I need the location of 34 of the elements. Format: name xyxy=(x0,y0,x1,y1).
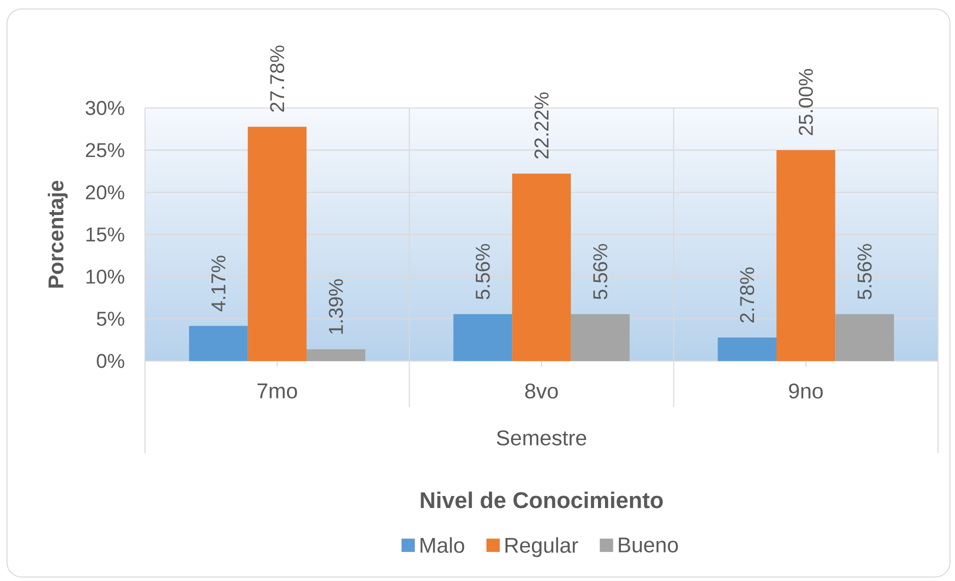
bar xyxy=(718,338,776,361)
data-label: 5.56% xyxy=(476,244,490,300)
data-label: 2.78% xyxy=(740,268,754,323)
x-tick-label: 7mo xyxy=(258,384,298,398)
bar xyxy=(453,314,512,361)
data-label: 1.39% xyxy=(328,279,343,334)
bar xyxy=(248,126,307,361)
x-tick-label: 8vo xyxy=(525,383,558,399)
legend-title: Nivel de Conocimiento xyxy=(420,492,663,508)
y-axis-title: Porcentaje xyxy=(48,180,68,288)
y-tick-label: 20% xyxy=(86,185,124,200)
y-tick-label: 10% xyxy=(86,270,124,284)
y-tick-label: 25% xyxy=(86,143,124,158)
data-label: 25.00% xyxy=(798,69,813,136)
bar xyxy=(570,314,630,361)
data-label: 5.56% xyxy=(858,244,872,300)
y-tick-label: 30% xyxy=(86,100,124,116)
y-tick-label: 5% xyxy=(96,312,124,326)
bar xyxy=(835,314,894,361)
legend-label: Bueno xyxy=(618,538,678,552)
legend-label: Regular xyxy=(506,537,578,558)
bar xyxy=(776,150,836,361)
data-label: 27.78% xyxy=(270,46,284,112)
y-tick-label: 0% xyxy=(96,354,124,368)
data-label: 4.17% xyxy=(211,256,226,312)
bar xyxy=(306,349,366,361)
data-label: 22.22% xyxy=(534,92,549,159)
y-tick-label: 15% xyxy=(86,227,124,242)
x-axis-title: Semestre xyxy=(496,430,586,446)
bar xyxy=(512,174,571,361)
legend-label: Malo xyxy=(420,537,464,553)
bar xyxy=(189,326,248,361)
x-tick-label: 9no xyxy=(789,383,823,399)
data-label: 5.56% xyxy=(593,244,608,300)
